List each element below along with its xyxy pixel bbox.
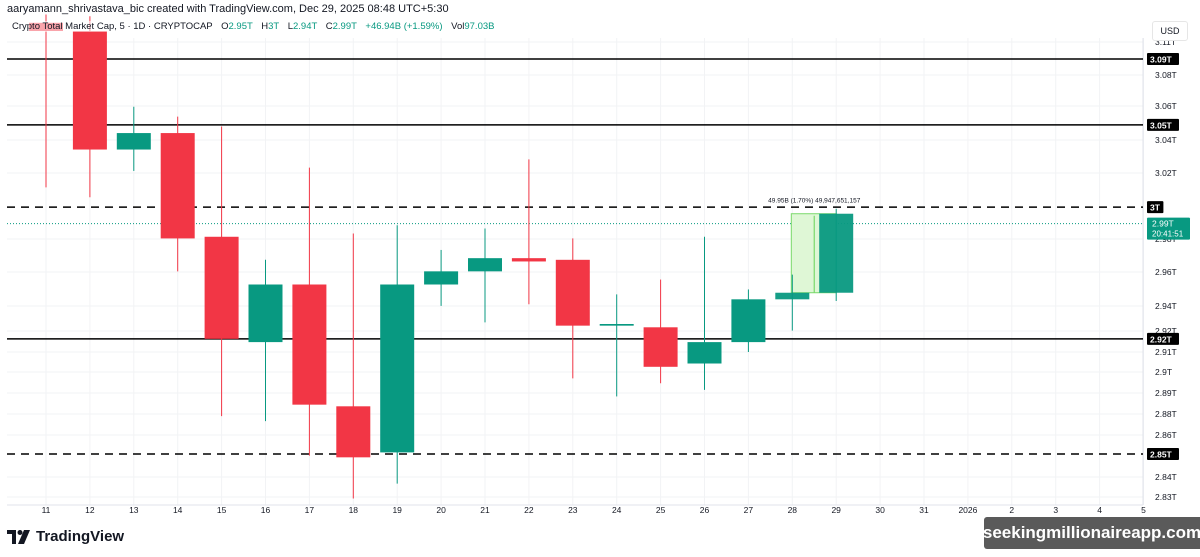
level-price-tag <box>1147 118 1179 131</box>
x-tick-label: 22 <box>524 505 534 515</box>
high-value: 3T <box>268 21 280 32</box>
y-tick-label: 2.94T <box>1155 301 1177 311</box>
x-tick-label: 11 <box>42 505 51 515</box>
close-label: C <box>325 21 333 32</box>
low-label: L <box>287 21 293 32</box>
candle-body-22 <box>511 258 546 262</box>
y-tick-label: 2.91T <box>1155 347 1177 357</box>
candle-body-27 <box>731 299 766 343</box>
bar-countdown: 20:41:51 <box>1152 230 1184 239</box>
x-tick-label: 18 <box>349 505 359 515</box>
x-tick-label: 21 <box>480 505 490 515</box>
watermark: seekingmillionaireapp.com <box>983 517 1200 549</box>
y-tick-label: 3.11T <box>1155 37 1176 47</box>
x-tick-label: 20 <box>436 505 446 515</box>
x-tick-label: 15 <box>217 505 227 515</box>
low-value: 2.94T <box>292 21 318 32</box>
symbol-legend: Crypto Total Market Cap, 5 · 1D · CRYPTO… <box>12 21 495 32</box>
candle-body-21 <box>468 258 502 272</box>
y-tick-label: 3.02T <box>1155 168 1177 178</box>
x-tick-label: 14 <box>173 505 183 515</box>
measure-label: 49.95B (1.70%) 49,947,651,157 <box>768 198 861 205</box>
tradingview-logo[interactable]: TradingView <box>7 528 124 545</box>
x-tick-label: 28 <box>788 505 798 515</box>
x-tick-label: 16 <box>261 505 271 515</box>
level-price-label: 2.92T <box>1150 334 1173 344</box>
y-tick-label: 2.96T <box>1155 267 1177 277</box>
candle-body-13 <box>116 133 151 150</box>
x-tick-label: 12 <box>85 505 95 515</box>
x-tick-label: 27 <box>744 505 754 515</box>
x-tick-label: 2 <box>1009 505 1014 515</box>
change-value: +46.94B (+1.59%) <box>365 21 443 32</box>
currency-button[interactable]: USD <box>1152 21 1188 41</box>
candle-body-15 <box>204 236 239 339</box>
level-price-label: 3T <box>1150 203 1161 213</box>
y-tick-label: 2.83T <box>1155 492 1177 502</box>
y-tick-label: 2.89T <box>1155 388 1177 398</box>
level-price-tag <box>1147 332 1179 345</box>
last-price-tag <box>1147 217 1190 240</box>
x-tick-label: 19 <box>392 505 402 515</box>
x-tick-label: 5 <box>1141 505 1146 515</box>
tradingview-logo-icon <box>7 529 30 544</box>
candle-body-23 <box>555 259 590 326</box>
x-tick-label: 23 <box>568 505 578 515</box>
volume-label: Vol <box>451 21 465 32</box>
y-tick-label: 3.04T <box>1155 135 1177 145</box>
candle-body-16 <box>248 284 283 343</box>
chart-attribution: aaryamann_shrivastava_bic created with T… <box>7 3 449 15</box>
x-tick-label: 25 <box>656 505 666 515</box>
level-price-label: 3.05T <box>1150 120 1173 130</box>
high-label: H <box>261 21 269 32</box>
x-tick-label: 3 <box>1053 505 1058 515</box>
candle-body-25 <box>643 327 678 367</box>
level-price-tag <box>1147 201 1164 214</box>
candle-body-29 <box>819 213 854 293</box>
candle-body-28 <box>775 292 810 300</box>
last-price-label: 2.99T <box>1152 219 1174 229</box>
x-tick-label: 29 <box>831 505 841 515</box>
level-price-label: 2.85T <box>1150 450 1173 460</box>
volume-value: 97.03B <box>464 21 495 32</box>
x-tick-label: 4 <box>1097 505 1102 515</box>
candle-body-12 <box>72 31 107 150</box>
candle-body-26 <box>687 342 722 364</box>
y-tick-label: 2.9T <box>1155 367 1172 377</box>
close-value: 2.99T <box>332 21 357 32</box>
level-price-tag <box>1147 448 1179 461</box>
y-tick-label: 2.92T <box>1155 326 1177 336</box>
open-label: O <box>221 21 229 32</box>
x-tick-label: 31 <box>919 505 929 515</box>
candle-body-19 <box>380 284 415 453</box>
candle-body-17 <box>292 284 327 405</box>
x-tick-label: 2026 <box>958 505 977 515</box>
y-tick-label: 3.08T <box>1155 70 1177 80</box>
candle-body-18 <box>336 406 371 458</box>
candle-body-20 <box>424 271 459 285</box>
y-tick-label: 2.88T <box>1155 409 1177 419</box>
level-price-tag <box>1147 53 1179 65</box>
x-tick-label: 24 <box>612 505 622 515</box>
y-tick-label: 2.86T <box>1155 430 1177 440</box>
x-tick-label: 26 <box>700 505 710 515</box>
x-tick-label: 13 <box>129 505 139 515</box>
y-tick-label: 3.06T <box>1155 101 1177 111</box>
level-price-label: 3.09T <box>1150 55 1173 65</box>
symbol-name[interactable]: Crypto Total Market Cap, 5 · 1D · CRYPTO… <box>12 21 213 32</box>
y-tick-label: 2.84T <box>1155 472 1177 482</box>
candle-body-14 <box>160 133 195 239</box>
x-tick-label: 30 <box>875 505 885 515</box>
candle-body-24 <box>599 324 634 326</box>
open-value: 2.95T <box>228 21 253 32</box>
x-tick-label: 17 <box>305 505 315 515</box>
logo-text: TradingView <box>36 528 125 545</box>
